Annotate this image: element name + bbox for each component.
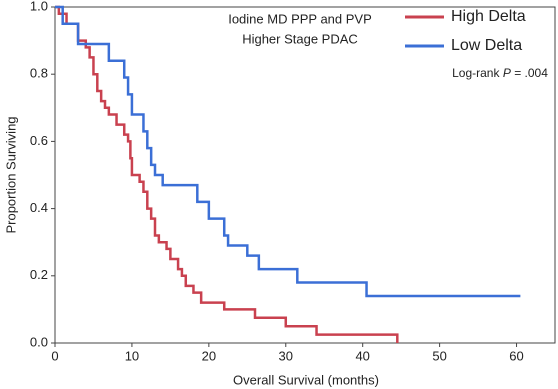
chart-title: Higher Stage PDAC	[242, 31, 358, 46]
annotation-text: = .004	[514, 66, 548, 80]
x-axis-label: Overall Survival (months)	[233, 372, 379, 387]
legend-label: Low Delta	[451, 37, 522, 54]
x-tick-label: 30	[279, 348, 293, 363]
annotation-text: P	[503, 66, 511, 80]
y-tick-label: 0.2	[30, 267, 48, 282]
x-tick-label: 60	[509, 348, 523, 363]
y-tick-label: 0.6	[30, 133, 48, 148]
y-tick-label: 0.0	[30, 334, 48, 349]
legend-label: High Delta	[451, 8, 526, 25]
annotation: Log-rank P = .004	[452, 66, 548, 80]
x-tick-label: 0	[51, 348, 58, 363]
y-tick-label: 1.0	[30, 0, 48, 13]
chart-title: Iodine MD PPP and PVP	[228, 11, 372, 26]
plot-frame	[54, 6, 556, 344]
survival-curve	[55, 5, 399, 343]
y-tick-label: 0.4	[30, 200, 48, 215]
y-axis-label: Proportion Surviving	[3, 116, 18, 233]
survival-curve	[55, 5, 521, 298]
x-tick-label: 50	[432, 348, 446, 363]
x-tick-label: 20	[202, 348, 216, 363]
annotation-text: Log-rank	[452, 66, 500, 80]
x-tick-label: 10	[125, 348, 139, 363]
y-tick-label: 0.8	[30, 66, 48, 81]
x-tick-label: 40	[355, 348, 369, 363]
